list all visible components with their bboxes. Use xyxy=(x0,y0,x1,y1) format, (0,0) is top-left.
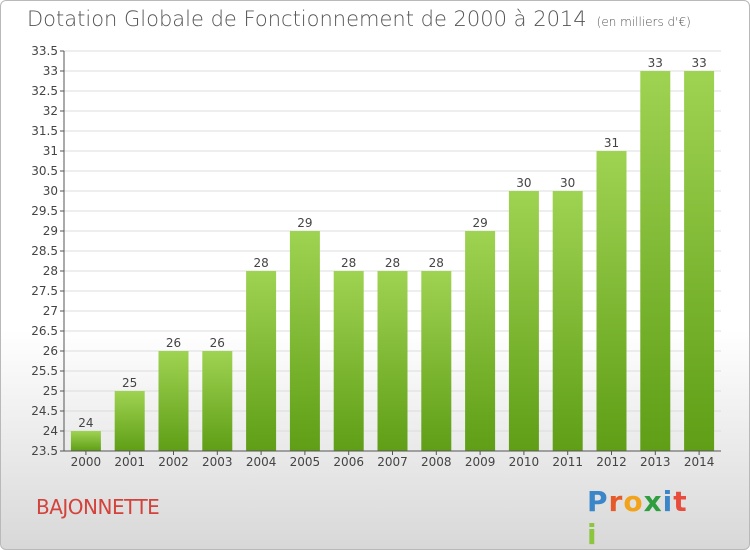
y-tick-label: 31.5 xyxy=(31,124,58,138)
data-label: 28 xyxy=(341,256,356,270)
y-tick-label: 27.5 xyxy=(31,284,58,298)
commune-name: BAJONNETTE xyxy=(36,495,160,519)
data-label: 31 xyxy=(604,136,619,150)
bar xyxy=(333,271,364,451)
y-tick-label: 33 xyxy=(43,64,58,78)
x-tick-label: 2007 xyxy=(377,455,408,469)
bar-chart: 23.5 24 24.5 25 25.5 26 26.5 27 27.5 28 28.5 29 29.5… xyxy=(31,44,721,469)
logo-letter: r xyxy=(608,485,624,518)
proxiti-logo[interactable]: Proxiti xyxy=(587,485,697,549)
y-tick-label: 24.5 xyxy=(31,404,58,418)
y-tick-label: 32.5 xyxy=(31,84,58,98)
y-tick-label: 32 xyxy=(43,104,58,118)
bar xyxy=(640,71,671,451)
y-tick-label: 24 xyxy=(43,424,58,438)
y-tick-label: 31 xyxy=(43,144,58,158)
x-tick-label: 2006 xyxy=(333,455,364,469)
y-tick-label: 27 xyxy=(43,304,58,318)
axes xyxy=(60,50,721,455)
bar xyxy=(508,191,539,451)
x-tick-label: 2004 xyxy=(246,455,277,469)
bar xyxy=(684,71,715,451)
bar xyxy=(465,231,496,451)
bars xyxy=(70,71,715,451)
bar xyxy=(421,271,452,451)
logo-letter: t xyxy=(673,485,688,518)
data-label: 33 xyxy=(648,56,663,70)
bar xyxy=(377,271,408,451)
y-tick-label: 25 xyxy=(43,384,58,398)
chart-subtitle: (en milliers d'€) xyxy=(596,15,691,29)
x-tick-label: 2003 xyxy=(202,455,233,469)
bar xyxy=(202,351,233,451)
bar xyxy=(289,231,320,451)
y-tick-label: 30.5 xyxy=(31,164,58,178)
data-label: 30 xyxy=(516,176,531,190)
x-tick-label: 2002 xyxy=(158,455,189,469)
x-tick-label: 2011 xyxy=(552,455,583,469)
y-tick-label: 26 xyxy=(43,344,58,358)
logo-letter: i xyxy=(662,485,674,518)
y-tick-label: 29.5 xyxy=(31,204,58,218)
x-tick-label: 2010 xyxy=(509,455,540,469)
y-tick-label: 23.5 xyxy=(31,444,58,458)
data-label: 24 xyxy=(78,416,93,430)
y-tick-label: 25.5 xyxy=(31,364,58,378)
data-label: 29 xyxy=(297,216,312,230)
bar xyxy=(552,191,583,451)
labels: 23.5 24 24.5 25 25.5 26 26.5 27 27.5 28 28.5 29 29.5… xyxy=(31,44,714,469)
x-tick-label: 2008 xyxy=(421,455,452,469)
bar xyxy=(596,151,627,451)
data-label: 26 xyxy=(166,336,181,350)
logo-letter: o xyxy=(623,485,644,518)
y-tick-label: 30 xyxy=(43,184,58,198)
bar xyxy=(114,391,145,451)
data-label: 28 xyxy=(385,256,400,270)
data-label: 30 xyxy=(560,176,575,190)
logo-letter: i xyxy=(587,518,598,550)
x-tick-label: 2000 xyxy=(71,455,102,469)
x-tick-label: 2012 xyxy=(596,455,627,469)
title-text: Dotation Globale de Fonctionnement de 20… xyxy=(27,7,587,31)
y-tick-label: 26.5 xyxy=(31,324,58,338)
bar xyxy=(70,431,101,451)
y-tick-label: 28.5 xyxy=(31,244,58,258)
bar xyxy=(158,351,189,451)
y-tick-label: 33.5 xyxy=(31,44,58,58)
chart-title: Dotation Globale de Fonctionnement de 20… xyxy=(27,7,691,31)
bar xyxy=(246,271,277,451)
data-label: 33 xyxy=(691,56,706,70)
logo-letter: x xyxy=(643,485,663,518)
x-tick-label: 2001 xyxy=(114,455,145,469)
data-label: 26 xyxy=(210,336,225,350)
data-label: 29 xyxy=(472,216,487,230)
logo-letter: P xyxy=(587,485,609,518)
x-tick-label: 2013 xyxy=(640,455,671,469)
data-label: 28 xyxy=(253,256,268,270)
y-tick-label: 29 xyxy=(43,224,58,238)
data-label: 25 xyxy=(122,376,137,390)
y-tick-label: 28 xyxy=(43,264,58,278)
x-tick-label: 2014 xyxy=(684,455,715,469)
x-tick-label: 2005 xyxy=(290,455,321,469)
data-label: 28 xyxy=(429,256,444,270)
x-tick-label: 2009 xyxy=(465,455,496,469)
